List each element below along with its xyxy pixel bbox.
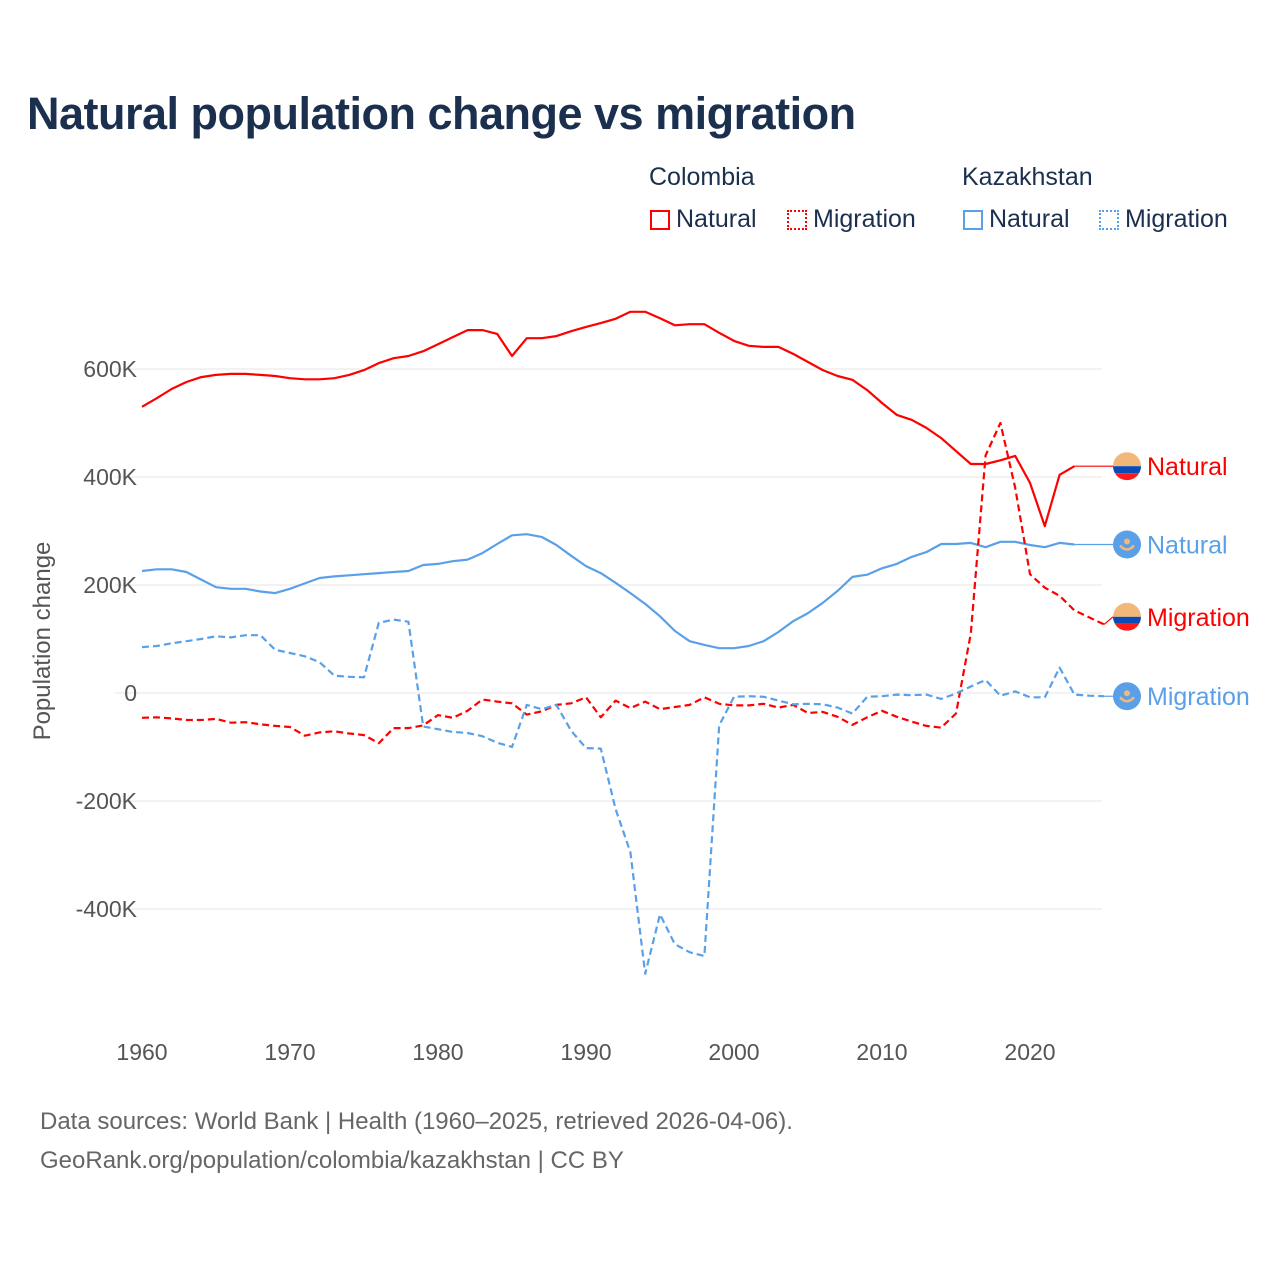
footer-source: Data sources: World Bank | Health (1960–… bbox=[40, 1108, 793, 1135]
legend-label: Natural bbox=[989, 205, 1070, 233]
y-tick-label: 0 bbox=[124, 680, 137, 706]
flag-yellow bbox=[1113, 602, 1141, 617]
flag-blue bbox=[1113, 616, 1141, 624]
y-tick-label: 200K bbox=[83, 572, 137, 598]
colombia-flag-icon bbox=[1113, 452, 1141, 481]
legend-swatch-dotted-red bbox=[787, 209, 807, 230]
legend-swatch-solid-red bbox=[650, 209, 670, 230]
legend-colombia-migration[interactable]: Migration bbox=[787, 205, 916, 234]
y-tick-label: 400K bbox=[83, 464, 137, 490]
series-line-kazakhstan-natural bbox=[141, 533, 1075, 650]
series-end-label: Migration bbox=[1147, 604, 1250, 632]
legend-label: Natural bbox=[676, 205, 757, 233]
series-line-colombia-migration bbox=[141, 421, 1105, 745]
x-tick-label: 1970 bbox=[264, 1039, 315, 1065]
x-tick-label: 2010 bbox=[856, 1039, 907, 1065]
legend-colombia-natural[interactable]: Natural bbox=[650, 205, 757, 234]
series-line-colombia-natural bbox=[141, 310, 1075, 528]
flag-stripes bbox=[1113, 452, 1141, 481]
flag-red bbox=[1113, 473, 1141, 481]
x-tick-label: 2000 bbox=[708, 1039, 759, 1065]
y-tick-label: -400K bbox=[76, 896, 138, 922]
flag-red bbox=[1113, 623, 1141, 631]
x-tick-label: 1980 bbox=[412, 1039, 463, 1065]
series-line-kazakhstan-migration bbox=[141, 618, 1105, 975]
legend-label: Migration bbox=[813, 205, 916, 233]
flag-sun bbox=[1124, 690, 1130, 697]
kazakhstan-flag-icon bbox=[1113, 530, 1141, 559]
flag-stripes bbox=[1113, 602, 1141, 631]
flag-yellow bbox=[1113, 452, 1141, 467]
flag-eagle bbox=[1119, 544, 1135, 551]
legend-group-colombia: Colombia bbox=[649, 163, 755, 191]
colombia-flag-icon bbox=[1113, 602, 1141, 631]
x-tick-label: 1960 bbox=[116, 1039, 167, 1065]
flag-sun bbox=[1124, 538, 1130, 545]
legend-swatch-dotted-blue bbox=[1099, 209, 1119, 230]
series-end-label: Natural bbox=[1147, 453, 1228, 481]
y-axis-label: Population change bbox=[29, 542, 56, 741]
flag-blue bbox=[1113, 466, 1141, 474]
series-end-label: Natural bbox=[1147, 532, 1228, 560]
legend-label: Migration bbox=[1125, 205, 1228, 233]
legend-group-kazakhstan: Kazakhstan bbox=[962, 163, 1093, 191]
x-tick-label: 2020 bbox=[1004, 1039, 1055, 1065]
y-tick-label: 600K bbox=[83, 356, 137, 382]
y-tick-label: -200K bbox=[76, 788, 138, 814]
legend-kazakhstan-natural[interactable]: Natural bbox=[963, 205, 1070, 234]
flag-eagle bbox=[1119, 696, 1135, 703]
label-connector bbox=[1103, 616, 1114, 625]
legend-kazakhstan-migration[interactable]: Migration bbox=[1099, 205, 1228, 234]
chart-title: Natural population change vs migration bbox=[27, 88, 856, 139]
x-tick-label: 1990 bbox=[560, 1039, 611, 1065]
series-end-label: Migration bbox=[1147, 683, 1250, 711]
kazakhstan-flag-icon bbox=[1113, 682, 1141, 711]
footer-link[interactable]: GeoRank.org/population/colombia/kazakhst… bbox=[40, 1147, 624, 1174]
legend-swatch-solid-blue bbox=[963, 209, 983, 230]
